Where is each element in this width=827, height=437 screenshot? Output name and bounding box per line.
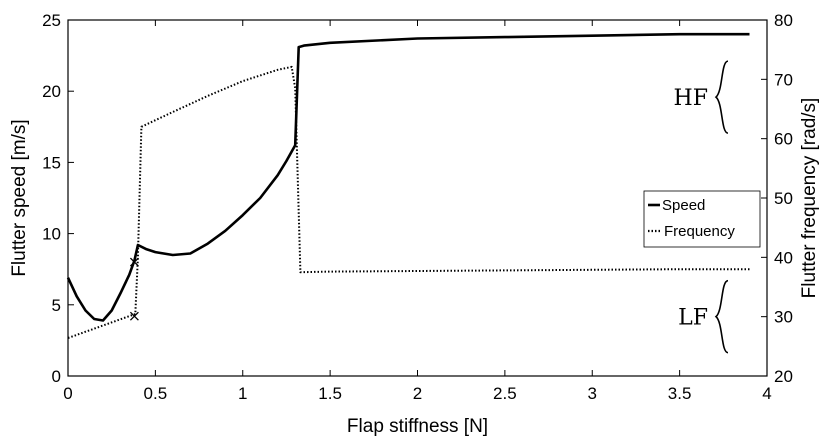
y-tick-label: 5 xyxy=(52,296,61,315)
y-tick-label: 25 xyxy=(42,11,61,30)
legend-frequency-label: Frequency xyxy=(664,223,735,240)
x-tick-label: 2 xyxy=(413,384,422,403)
y-axis-label: Flutter speed [m/s] xyxy=(9,119,30,276)
x-tick-label: 2.5 xyxy=(493,384,517,403)
brace-icon xyxy=(714,60,729,134)
y2-tick-label: 20 xyxy=(774,367,793,386)
legend: Speed Frequency xyxy=(643,190,761,248)
cross-marker xyxy=(129,257,139,267)
markers-layer xyxy=(129,257,139,321)
y2-tick-label: 70 xyxy=(774,70,793,89)
y-tick-label: 15 xyxy=(42,153,61,172)
y2-axis-label: Flutter frequency [rad/s] xyxy=(799,98,820,299)
x-tick-label: 1 xyxy=(238,384,247,403)
x-tick-label: 3.5 xyxy=(668,384,692,403)
annotation-label: HF xyxy=(674,86,708,111)
annotation-lf: LF xyxy=(678,279,729,354)
legend-box xyxy=(643,190,761,248)
y2-tick-label: 80 xyxy=(774,11,793,30)
x-tick-label: 0 xyxy=(63,384,72,403)
x-tick-label: 4 xyxy=(762,384,771,403)
cross-marker xyxy=(129,311,139,321)
series-line-speed xyxy=(66,32,750,322)
axis-ticks: 0 0.5 1 1.5 2 2.5 3 3.5 405101520252030405060708… xyxy=(42,11,793,403)
y-tick-label: 0 xyxy=(52,367,61,386)
x-axis-label: Flap stiffness [N] xyxy=(347,416,488,437)
y2-tick-label: 50 xyxy=(774,189,793,208)
annotation-label: LF xyxy=(678,306,708,331)
x-tick-label: 1.5 xyxy=(318,384,342,403)
y2-tick-label: 40 xyxy=(774,248,793,267)
x-tick-label: 0.5 xyxy=(144,384,168,403)
annotation-hf: HF xyxy=(674,60,729,134)
series-layer xyxy=(66,32,750,339)
x-tick-label: 3 xyxy=(588,384,597,403)
legend-speed-label: Speed xyxy=(662,197,705,214)
y-tick-label: 10 xyxy=(42,225,61,244)
y-tick-label: 20 xyxy=(42,82,61,101)
y2-tick-label: 30 xyxy=(774,308,793,327)
y2-tick-label: 60 xyxy=(774,130,793,149)
annotations: HF LF xyxy=(674,60,729,354)
series-line-frequency xyxy=(67,65,750,339)
brace-icon xyxy=(714,279,729,354)
